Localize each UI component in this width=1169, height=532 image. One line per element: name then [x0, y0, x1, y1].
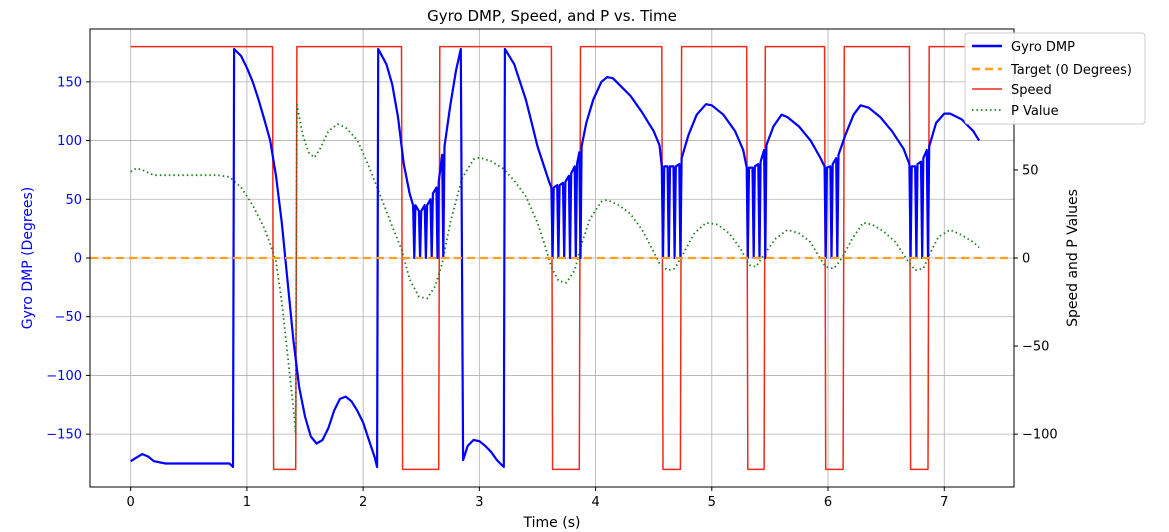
- left-tick-label: −50: [55, 310, 82, 325]
- right-tick-label: −100: [1022, 428, 1058, 443]
- series-p-value-line: [130, 103, 980, 436]
- left-axis-label: Gyro DMP (Degrees): [20, 187, 36, 330]
- x-axis-ticks: 0 1 2 3 4 5 6 7: [127, 487, 948, 510]
- series-gyro-dmp-line: [130, 47, 981, 469]
- left-tick-label: 0: [74, 252, 82, 267]
- right-tick-label: 0: [1022, 252, 1030, 267]
- series-layer: [90, 45, 1014, 471]
- left-tick-label: 50: [65, 193, 82, 208]
- legend-box: [964, 32, 1146, 125]
- legend: Gyro DMP Target (0 Degrees) Speed P Valu…: [964, 32, 1146, 125]
- left-axis-ticks: −150 −100 −50 0 50 100 150: [46, 75, 90, 443]
- legend-label-gyro: Gyro DMP: [1011, 40, 1075, 55]
- x-tick-label: 2: [359, 495, 367, 510]
- left-tick-label: −100: [46, 369, 82, 384]
- x-tick-label: 4: [591, 495, 599, 510]
- legend-label-speed: Speed: [1011, 83, 1052, 98]
- legend-label-target: Target (0 Degrees): [1010, 63, 1132, 78]
- x-axis-label: Time (s): [523, 515, 581, 531]
- right-axis-ticks: −100 −50 0 50: [1014, 163, 1058, 443]
- chart-title: Gyro DMP, Speed, and P vs. Time: [427, 7, 677, 25]
- x-tick-label: 0: [127, 495, 135, 510]
- left-tick-label: −150: [46, 428, 82, 443]
- right-axis-label: Speed and P Values: [1065, 189, 1081, 327]
- x-tick-label: 7: [940, 495, 948, 510]
- legend-label-p-value: P Value: [1011, 104, 1059, 119]
- series-speed-line: [130, 45, 980, 471]
- left-tick-label: 150: [57, 75, 82, 90]
- x-tick-label: 6: [824, 495, 832, 510]
- x-tick-label: 1: [243, 495, 251, 510]
- left-tick-label: 100: [57, 134, 82, 149]
- x-tick-label: 3: [475, 495, 483, 510]
- right-tick-label: 50: [1022, 163, 1039, 178]
- right-tick-label: −50: [1022, 340, 1049, 355]
- x-tick-label: 5: [708, 495, 716, 510]
